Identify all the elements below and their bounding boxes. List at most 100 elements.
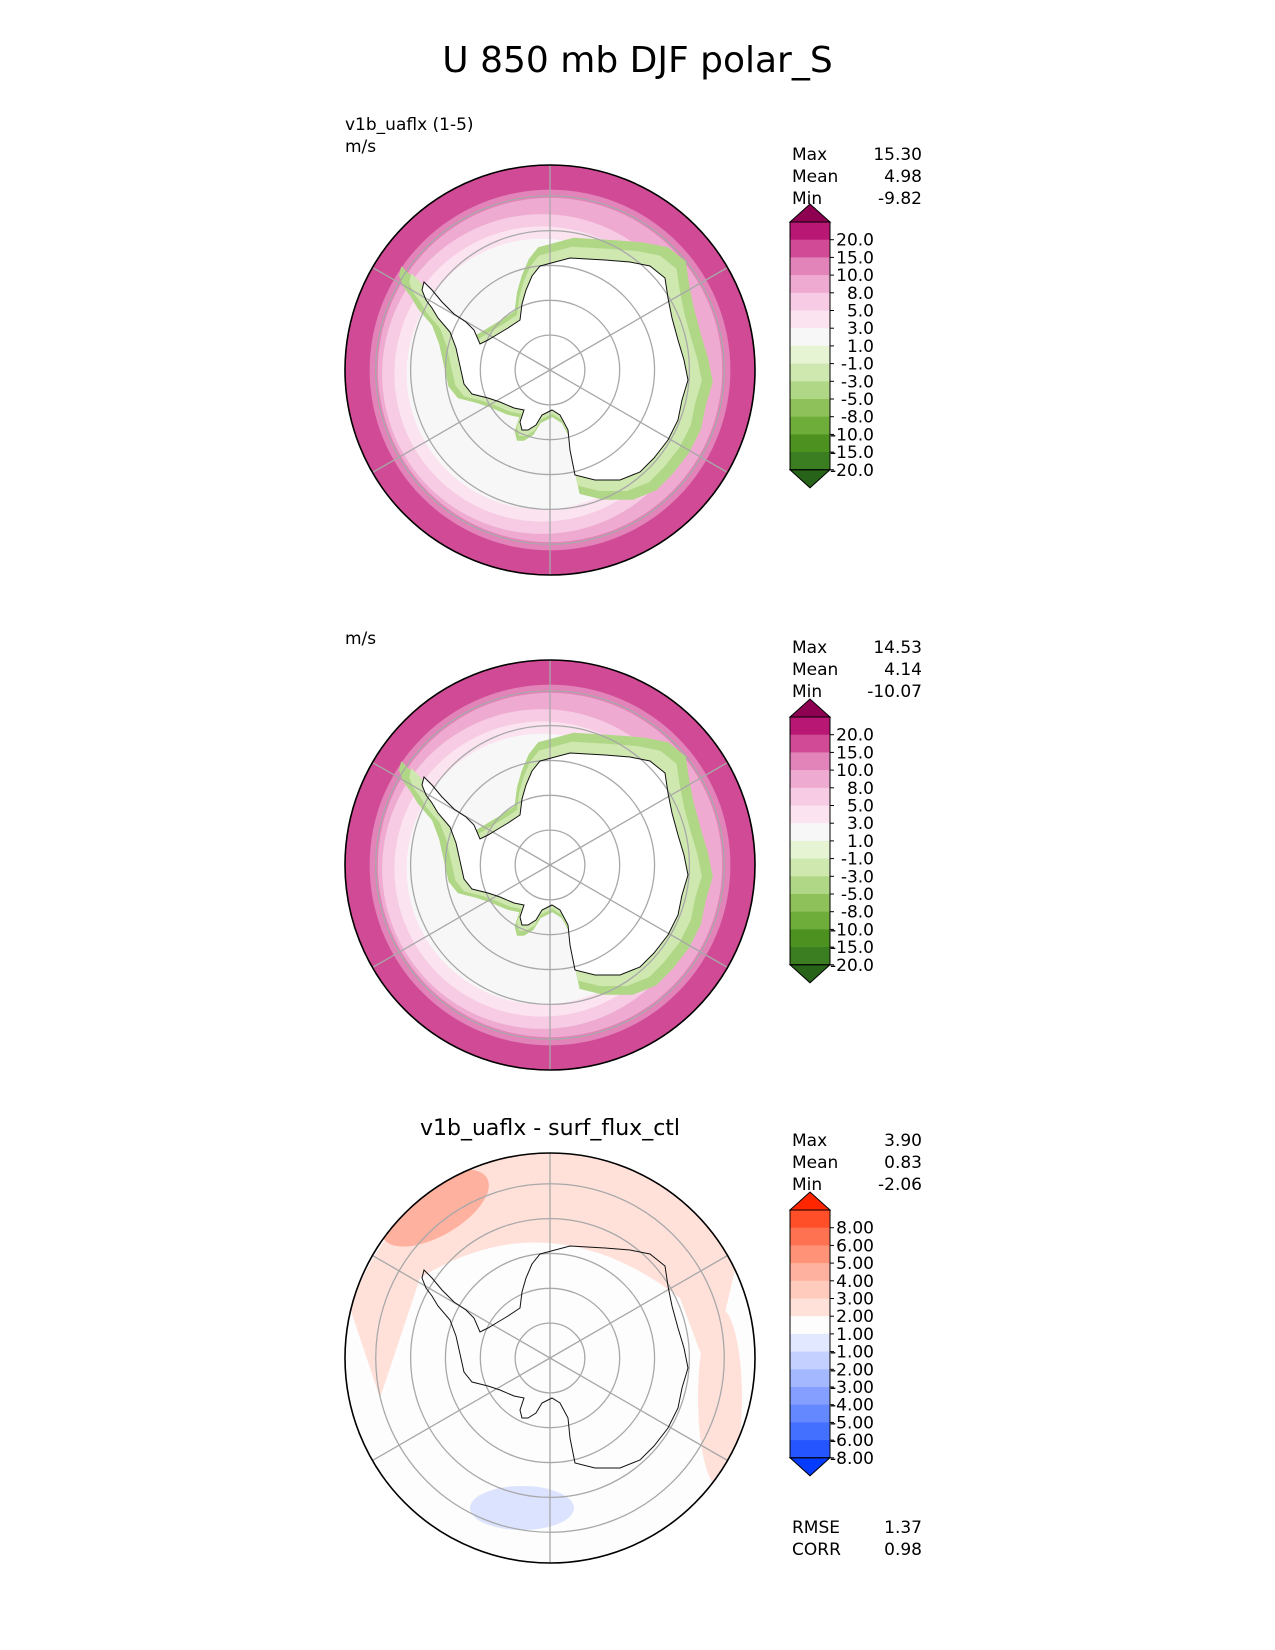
panel-1-subtitle: v1b_uaflx (1-5) — [345, 115, 474, 135]
colorbar-segment — [790, 1369, 830, 1388]
metric-label: CORR — [792, 1540, 841, 1560]
longitude-line — [549, 1357, 728, 1462]
colorbar-tick-label: 10.0 — [836, 266, 874, 286]
negative-anomaly — [470, 1486, 574, 1530]
colorbar-segment — [790, 1333, 830, 1353]
continent-fill — [422, 258, 688, 480]
colorbar-tick-label: -2.00 — [830, 1360, 874, 1380]
colorbar-tick-label: -15.0 — [830, 443, 874, 463]
colorbar-tick-label: -5.0 — [841, 885, 874, 905]
colorbar-segment — [790, 416, 830, 435]
colorbar-3: 8.006.005.004.003.002.001.00-1.00-2.00-3… — [788, 1191, 874, 1477]
stat-label: Max — [792, 145, 828, 165]
colorbar-segment — [790, 947, 830, 966]
colorbar-tick-label: -3.0 — [841, 372, 874, 392]
stat-value: -9.82 — [878, 189, 922, 209]
continent-fill — [422, 753, 688, 975]
colorbar-extend-bottom — [788, 964, 832, 984]
colorbar-extend-top — [788, 698, 832, 718]
colorbar-tick-label: 1.0 — [847, 337, 874, 357]
colorbar-tick-label: -6.00 — [830, 1431, 874, 1451]
stat-label: Mean — [792, 1153, 839, 1173]
positive-anomaly-peak — [381, 1169, 489, 1247]
panel-2-map — [344, 659, 756, 1071]
colorbar-tick-label: -20.0 — [830, 461, 874, 481]
colorbar-2: 20.015.010.08.05.03.01.0-1.0-3.0-5.0-8.0… — [788, 698, 874, 984]
metric-value: 0.98 — [884, 1540, 922, 1560]
colorbar-tick-label: -5.00 — [830, 1413, 874, 1433]
colorbar-tick-label: -8.0 — [841, 903, 874, 923]
colorbar-tick-label: -1.00 — [830, 1343, 874, 1363]
colorbar-segment — [790, 310, 830, 329]
map-boundary — [344, 164, 756, 576]
panel-2-units: m/s — [345, 629, 377, 649]
colorbar-segment — [790, 328, 830, 347]
colorbar-tick-label: 6.00 — [836, 1236, 874, 1256]
longitude-line — [549, 1254, 728, 1359]
stat-label: Mean — [792, 660, 839, 680]
colorbar-tick-label: 3.0 — [847, 814, 874, 834]
colorbar-segment — [790, 399, 830, 418]
colorbar-tick-label: 2.00 — [836, 1307, 874, 1327]
figure-title: U 850 mb DJF polar_S — [442, 40, 833, 81]
colorbar-segment — [790, 1316, 830, 1335]
colorbar-tick-label: 8.00 — [836, 1219, 874, 1239]
stat-value: 0.83 — [884, 1153, 922, 1173]
panel-3-stats: Max 3.90 Mean 0.83 Min -2.06 — [792, 1130, 922, 1196]
colorbar-tick-label: 8.0 — [847, 284, 874, 304]
stat-value: -10.07 — [867, 682, 922, 702]
colorbar-segment — [790, 292, 830, 311]
panel-3-title: v1b_uaflx - surf_flux_ctl — [419, 1116, 681, 1141]
panel-1-units: m/s — [345, 137, 377, 157]
colorbar-segment — [790, 1280, 830, 1299]
colorbar-tick-label: 5.0 — [847, 797, 874, 817]
colorbar-segment — [790, 452, 830, 471]
colorbar-segment — [790, 770, 830, 789]
stat-value: 15.30 — [873, 145, 922, 165]
longitude-line — [549, 266, 728, 371]
colorbar-tick-label: 5.0 — [847, 302, 874, 322]
colorbar-segment — [790, 752, 830, 771]
colorbar-segment — [790, 381, 830, 400]
colorbar-segment — [790, 894, 830, 913]
antarctic-coastline — [421, 752, 689, 976]
panel-3-metrics: RMSE 1.37 CORR 0.98 — [792, 1517, 922, 1561]
colorbar-segment — [790, 1245, 830, 1264]
colorbar-tick-label: 8.0 — [847, 779, 874, 799]
colorbar-segment — [790, 222, 830, 241]
colorbar-segment — [790, 1351, 830, 1370]
colorbar-segment — [790, 239, 830, 258]
colorbar-tick-label: -3.00 — [830, 1378, 874, 1398]
stat-value: -2.06 — [878, 1175, 922, 1195]
colorbar-segment — [790, 1404, 830, 1423]
colorbar-segment — [790, 1298, 830, 1317]
colorbar-1: 20.015.010.08.05.03.01.0-1.0-3.0-5.0-8.0… — [788, 203, 874, 489]
longitude-line — [372, 1357, 551, 1462]
colorbar-segment — [790, 1422, 830, 1441]
stat-label: Max — [792, 1131, 828, 1151]
colorbar-tick-label: 1.00 — [836, 1325, 874, 1345]
antarctic-coastline — [421, 257, 689, 481]
colorbar-tick-label: -10.0 — [830, 425, 874, 445]
colorbar-segment — [790, 1227, 830, 1246]
colorbar-tick-label: 4.00 — [836, 1272, 874, 1292]
colorbar-extend-bottom — [788, 469, 832, 489]
longitude-line — [549, 864, 728, 969]
colorbar-segment — [790, 1210, 830, 1229]
map-boundary — [344, 659, 756, 1071]
colorbar-tick-label: -10.0 — [830, 920, 874, 940]
colorbar-tick-label: 15.0 — [836, 248, 874, 268]
colorbar-segment — [790, 876, 830, 895]
colorbar-tick-label: -3.0 — [841, 867, 874, 887]
stat-label: Mean — [792, 167, 839, 187]
longitude-line — [549, 761, 728, 866]
colorbar-segment — [790, 1263, 830, 1282]
colorbar-tick-label: -1.0 — [841, 355, 874, 375]
metric-value: 1.37 — [884, 1518, 922, 1538]
stat-label: Min — [792, 189, 823, 209]
colorbar-segment — [790, 929, 830, 948]
colorbar-tick-label: -8.0 — [841, 408, 874, 428]
panel-3-map — [344, 1152, 756, 1564]
panel-2-stats: Max 14.53 Mean 4.14 Min -10.07 — [792, 637, 922, 703]
